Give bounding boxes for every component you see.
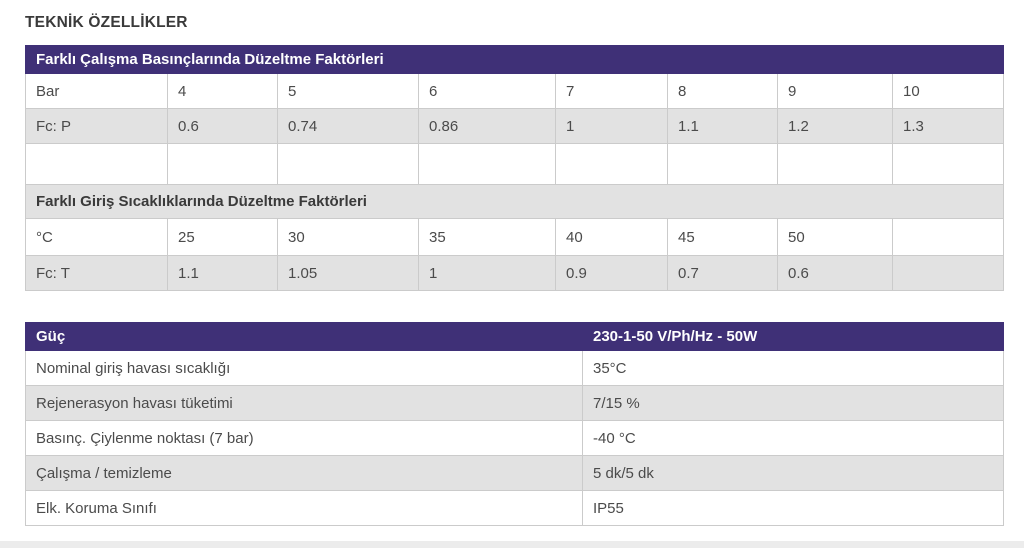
correction-factors-table: Farklı Çalışma Basınçlarında Düzeltme Fa… — [24, 45, 1005, 291]
pressure-values-row: Bar 4 5 6 7 8 9 10 — [25, 73, 1005, 109]
cell: 25 — [167, 218, 278, 256]
temperature-factor-row: Fc: T 1.1 1.05 1 0.9 0.7 0.6 — [25, 255, 1005, 291]
cell: 0.7 — [667, 255, 778, 291]
temperature-section-header-row: Farklı Giriş Sıcaklıklarında Düzeltme Fa… — [24, 184, 1005, 219]
cell — [555, 143, 668, 185]
row-label: Fc: T — [25, 255, 168, 291]
temperature-section-title: Farklı Giriş Sıcaklıklarında Düzeltme Fa… — [24, 184, 1005, 219]
row-label: Bar — [25, 73, 168, 109]
cell: 10 — [891, 73, 1005, 109]
page-title: TEKNİK ÖZELLİKLER — [25, 14, 188, 31]
cell — [418, 143, 556, 185]
temperature-values-row: °C 25 30 35 40 45 50 — [25, 218, 1005, 256]
spec-value: IP55 — [582, 490, 1004, 526]
cell: 0.6 — [777, 255, 893, 291]
cell — [167, 143, 278, 185]
spec-row: Elk. Koruma Sınıfı IP55 — [25, 490, 1004, 526]
cell: 7 — [555, 73, 668, 109]
spec-value: 35°C — [582, 350, 1004, 386]
cell: 1.3 — [891, 108, 1005, 144]
cell: 30 — [277, 218, 419, 256]
cell: 8 — [667, 73, 778, 109]
row-label: Fc: P — [25, 108, 168, 144]
cell: 1 — [418, 255, 556, 291]
cell: 0.74 — [277, 108, 419, 144]
cell: 40 — [555, 218, 668, 256]
power-spec-table: Güç 230-1-50 V/Ph/Hz - 50W Nominal giriş… — [25, 322, 1004, 526]
cell: 5 — [277, 73, 419, 109]
cell — [891, 255, 1005, 291]
spec-label: Elk. Koruma Sınıfı — [25, 490, 583, 526]
row-label: °C — [25, 218, 168, 256]
cell: 4 — [167, 73, 278, 109]
cell — [891, 143, 1005, 185]
spec-label: Nominal giriş havası sıcaklığı — [25, 350, 583, 386]
spec-row: Nominal giriş havası sıcaklığı 35°C — [25, 350, 1004, 386]
cell: 1.2 — [777, 108, 893, 144]
spec-value: -40 °C — [582, 420, 1004, 456]
cell: 1.1 — [667, 108, 778, 144]
pressure-section-title: Farklı Çalışma Basınçlarında Düzeltme Fa… — [24, 45, 1005, 74]
cell: 0.9 — [555, 255, 668, 291]
cell: 9 — [777, 73, 893, 109]
spec-label: Basınç. Çiylenme noktası (7 bar) — [25, 420, 583, 456]
cell — [667, 143, 778, 185]
empty-row — [25, 143, 1005, 185]
pressure-section-header-row: Farklı Çalışma Basınçlarında Düzeltme Fa… — [24, 45, 1005, 74]
power-header-value: 230-1-50 V/Ph/Hz - 50W — [582, 322, 1004, 351]
cell: 1.05 — [277, 255, 419, 291]
cell: 0.86 — [418, 108, 556, 144]
cell — [277, 143, 419, 185]
cell: 45 — [667, 218, 778, 256]
spec-row: Çalışma / temizleme 5 dk/5 dk — [25, 455, 1004, 491]
cell — [891, 218, 1005, 256]
cell — [25, 143, 168, 185]
spec-label: Çalışma / temizleme — [25, 455, 583, 491]
spec-label: Rejenerasyon havası tüketimi — [25, 385, 583, 421]
spec-value: 5 dk/5 dk — [582, 455, 1004, 491]
pressure-factor-row: Fc: P 0.6 0.74 0.86 1 1.1 1.2 1.3 — [25, 108, 1005, 144]
spec-row: Rejenerasyon havası tüketimi 7/15 % — [25, 385, 1004, 421]
cell: 1 — [555, 108, 668, 144]
cell: 0.6 — [167, 108, 278, 144]
cell: 6 — [418, 73, 556, 109]
power-header-label: Güç — [25, 322, 583, 351]
cell — [777, 143, 893, 185]
spec-value: 7/15 % — [582, 385, 1004, 421]
cell: 1.1 — [167, 255, 278, 291]
bottom-divider-strip — [0, 541, 1024, 548]
cell: 35 — [418, 218, 556, 256]
power-header-row: Güç 230-1-50 V/Ph/Hz - 50W — [25, 322, 1004, 351]
cell: 50 — [777, 218, 893, 256]
spec-row: Basınç. Çiylenme noktası (7 bar) -40 °C — [25, 420, 1004, 456]
